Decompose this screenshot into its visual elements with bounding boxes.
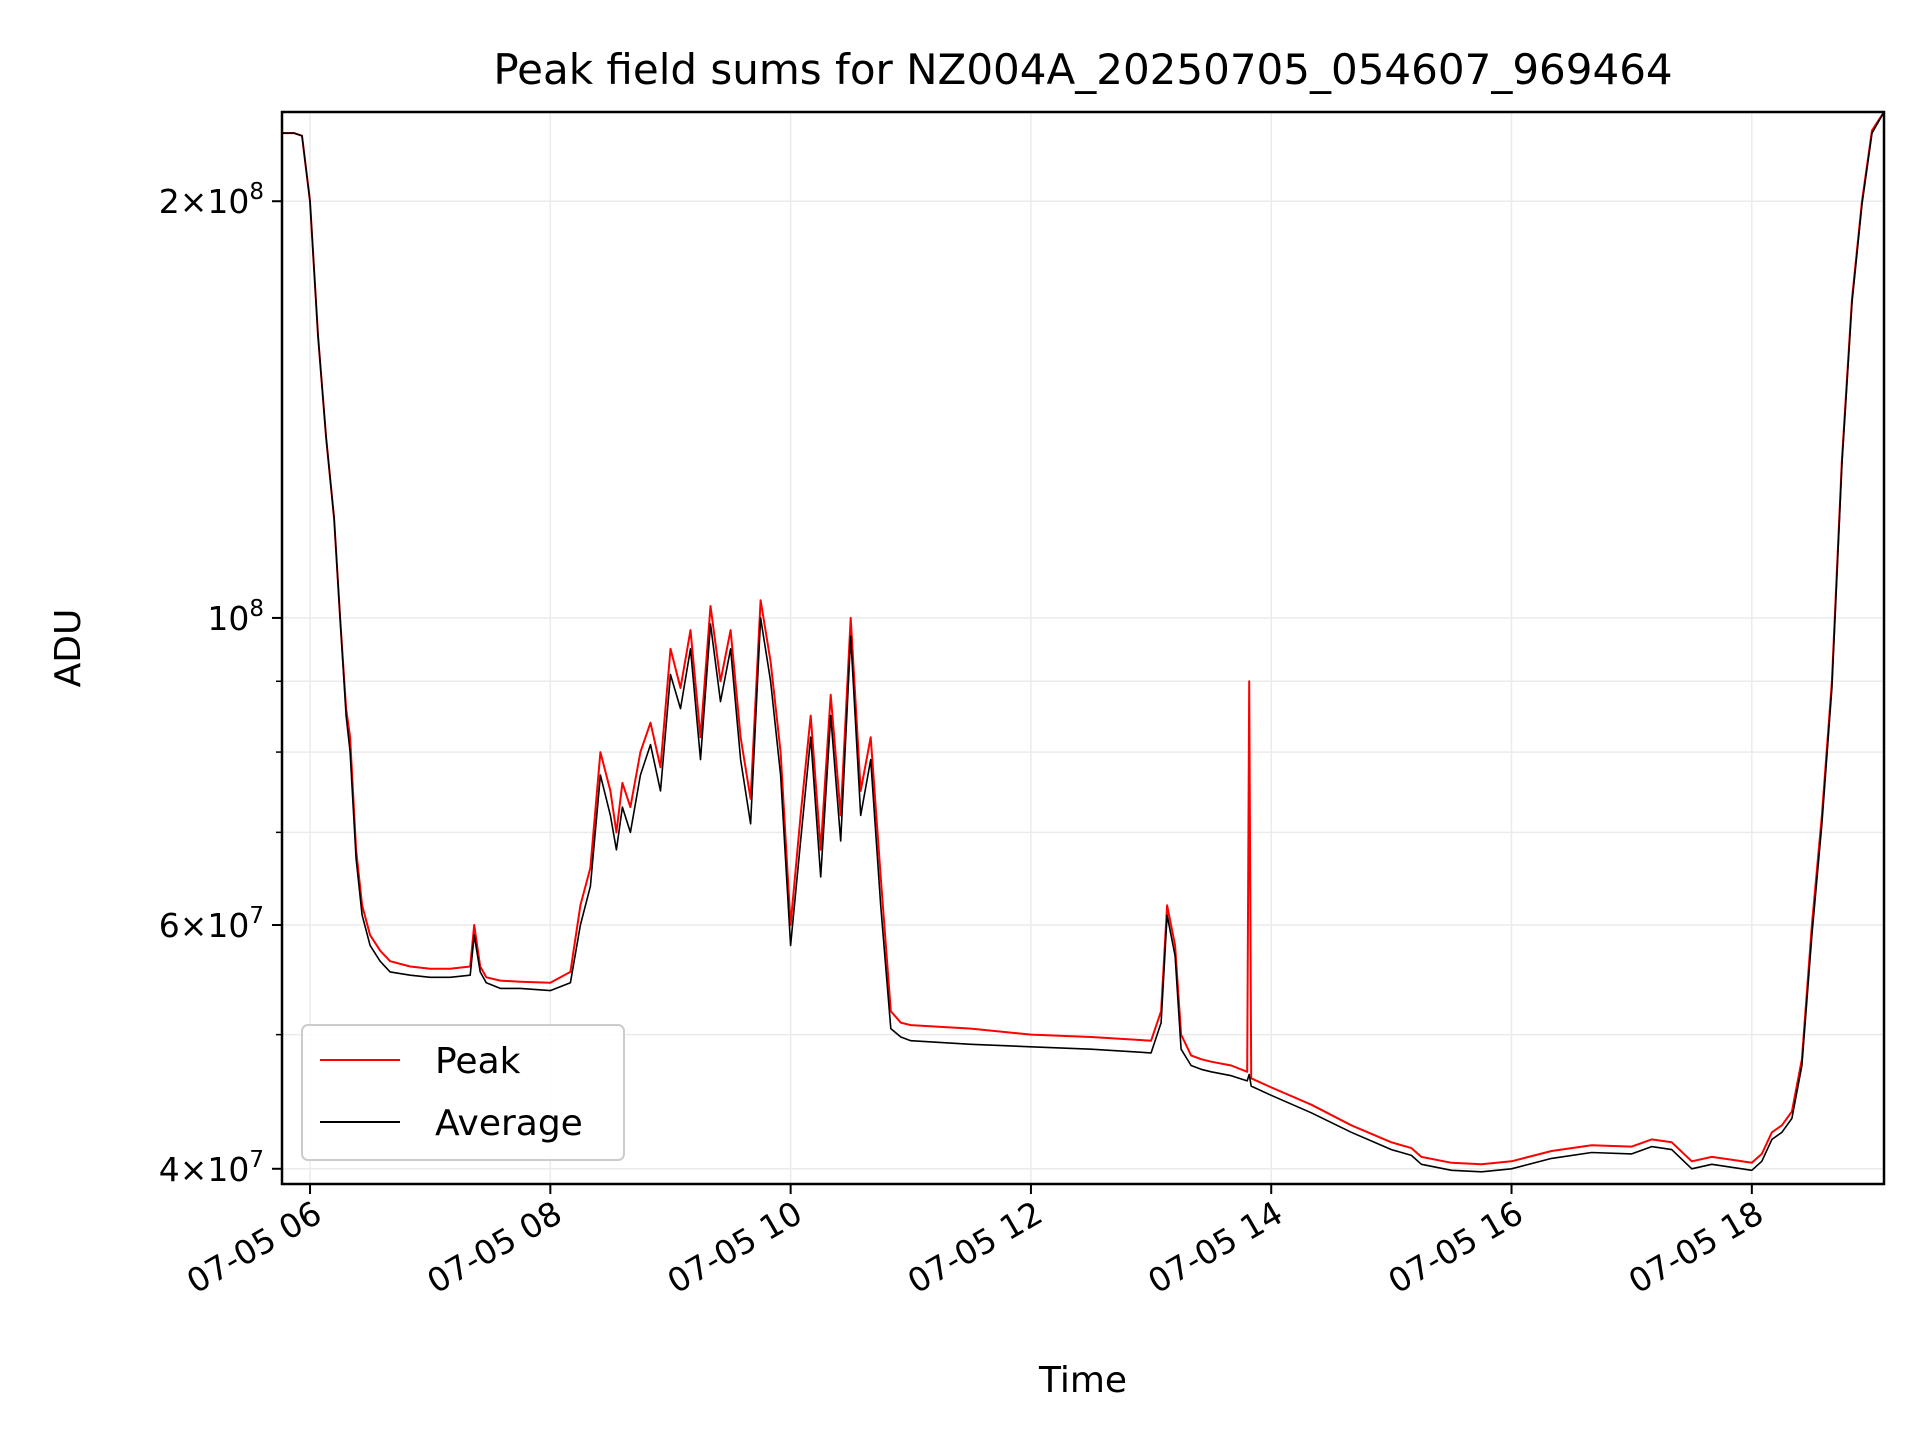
series-line-peak [282,112,1884,1166]
y-tick-label: 2×108 [159,179,264,221]
legend-box [301,1024,625,1161]
series-line-average [282,112,1884,1173]
grid [282,112,1884,1184]
y-tick-label: 4×107 [159,1147,264,1189]
x-axis-title: Time [1038,1360,1127,1401]
y-tick-label: 6×107 [159,903,264,945]
chart-title: Peak field sums for NZ004A_20250705_0546… [493,45,1672,94]
y-axis-title: ADU [48,609,89,688]
plot-lines [282,112,1884,1173]
legend-peak-label: Peak [435,1041,521,1082]
y-tick-label: 108 [207,596,264,638]
plot-frame [280,110,1886,1186]
legend: Peak Average [301,1024,625,1161]
y-axis-ticks: 4×107 6×107 108 2×108 [159,179,282,1189]
legend-average-label: Average [435,1103,583,1144]
